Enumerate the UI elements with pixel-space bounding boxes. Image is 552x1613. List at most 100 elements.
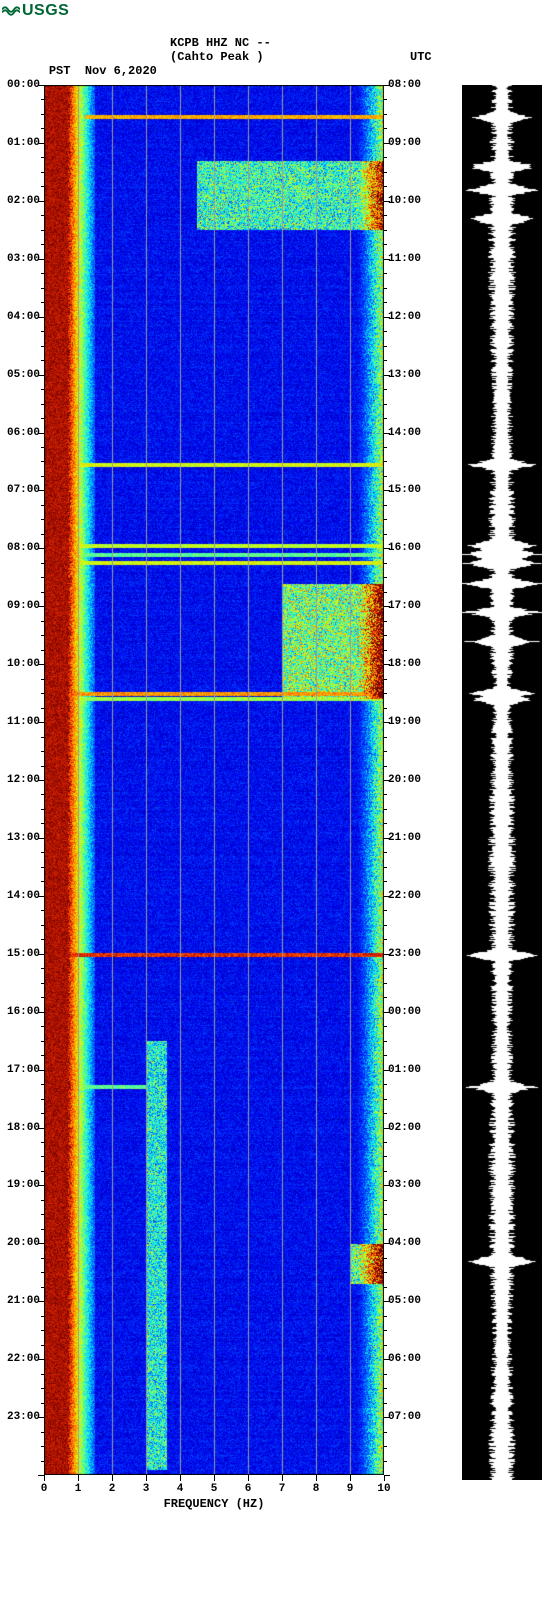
- y-left-tick: [38, 1185, 44, 1186]
- y-right-label: 14:00: [388, 427, 421, 439]
- y-right-minor-tick: [384, 751, 387, 752]
- y-right-label: 16:00: [388, 542, 421, 554]
- y-right-minor-tick: [384, 1142, 387, 1143]
- y-right-tick: [384, 317, 390, 318]
- date-label: Nov 6,2020: [85, 64, 157, 78]
- y-right-label: 21:00: [388, 832, 421, 844]
- y-left-tick: [38, 490, 44, 491]
- y-right-minor-tick: [384, 418, 387, 419]
- y-right-minor-tick: [384, 505, 387, 506]
- y-right-minor-tick: [384, 1200, 387, 1201]
- y-right-minor-tick: [384, 360, 387, 361]
- y-right-minor-tick: [384, 288, 387, 289]
- y-right-minor-tick: [384, 128, 387, 129]
- y-left-minor-tick: [41, 302, 44, 303]
- y-left-minor-tick: [41, 679, 44, 680]
- y-left-label: 13:00: [7, 832, 40, 844]
- amplitude-strip: [462, 85, 542, 1480]
- y-left-minor-tick: [41, 128, 44, 129]
- y-right-label: 00:00: [388, 1006, 421, 1018]
- y-right-minor-tick: [384, 794, 387, 795]
- station-id: KCPB HHZ NC --: [170, 36, 271, 50]
- y-left-minor-tick: [41, 968, 44, 969]
- y-right-tick: [384, 548, 390, 549]
- y-right-tick: [384, 490, 390, 491]
- x-tick-label: 8: [313, 1483, 320, 1495]
- y-right-tick: [384, 896, 390, 897]
- y-right-minor-tick: [384, 968, 387, 969]
- y-left-label: 17:00: [7, 1064, 40, 1076]
- y-right-tick: [384, 664, 390, 665]
- x-tick-label: 9: [347, 1483, 354, 1495]
- y-left-minor-tick: [41, 708, 44, 709]
- y-left-minor-tick: [41, 1432, 44, 1433]
- y-left-minor-tick: [41, 577, 44, 578]
- y-left-minor-tick: [41, 534, 44, 535]
- spectrogram-plot: [44, 85, 384, 1475]
- y-left-minor-tick: [41, 418, 44, 419]
- y-left-minor-tick: [41, 997, 44, 998]
- y-right-tick: [384, 375, 390, 376]
- y-right-minor-tick: [384, 867, 387, 868]
- y-left-minor-tick: [41, 447, 44, 448]
- y-right-label: 12:00: [388, 311, 421, 323]
- y-right-tick: [384, 1070, 390, 1071]
- y-left-minor-tick: [41, 1446, 44, 1447]
- y-left-tick: [38, 1070, 44, 1071]
- y-right-minor-tick: [384, 273, 387, 274]
- y-right-minor-tick: [384, 346, 387, 347]
- y-left-minor-tick: [41, 288, 44, 289]
- y-right-tick: [384, 143, 390, 144]
- y-right-tick: [384, 1359, 390, 1360]
- y-right-minor-tick: [384, 1461, 387, 1462]
- x-tick-label: 0: [41, 1483, 48, 1495]
- y-left-minor-tick: [41, 809, 44, 810]
- y-left-label: 01:00: [7, 137, 40, 149]
- y-left-minor-tick: [41, 1026, 44, 1027]
- y-right-label: 15:00: [388, 484, 421, 496]
- y-left-minor-tick: [41, 476, 44, 477]
- y-left-minor-tick: [41, 1055, 44, 1056]
- y-right-label: 22:00: [388, 890, 421, 902]
- y-right-minor-tick: [384, 230, 387, 231]
- y-left-minor-tick: [41, 1142, 44, 1143]
- y-right-minor-tick: [384, 389, 387, 390]
- y-right-minor-tick: [384, 852, 387, 853]
- y-left-minor-tick: [41, 215, 44, 216]
- spectrogram-canvas: [44, 85, 384, 1475]
- y-left-minor-tick: [41, 186, 44, 187]
- y-right-minor-tick: [384, 1214, 387, 1215]
- y-left-minor-tick: [41, 346, 44, 347]
- x-tick: [180, 1475, 181, 1481]
- y-axis-right: 08:0009:0010:0011:0012:0013:0014:0015:00…: [384, 85, 454, 1475]
- y-left-minor-tick: [41, 244, 44, 245]
- y-left-label: 23:00: [7, 1411, 40, 1423]
- y-axis-left: 00:0001:0002:0003:0004:0005:0006:0007:00…: [0, 85, 44, 1475]
- y-left-minor-tick: [41, 157, 44, 158]
- y-left-label: 18:00: [7, 1122, 40, 1134]
- y-left-minor-tick: [41, 273, 44, 274]
- y-right-tick: [384, 722, 390, 723]
- y-left-minor-tick: [41, 823, 44, 824]
- y-right-minor-tick: [384, 925, 387, 926]
- y-right-tick: [384, 433, 390, 434]
- y-right-minor-tick: [384, 1388, 387, 1389]
- y-right-label: 03:00: [388, 1179, 421, 1191]
- y-left-minor-tick: [41, 1287, 44, 1288]
- x-tick-label: 5: [211, 1483, 218, 1495]
- x-tick-label: 3: [143, 1483, 150, 1495]
- y-right-minor-tick: [384, 172, 387, 173]
- y-right-minor-tick: [384, 1403, 387, 1404]
- y-left-label: 07:00: [7, 484, 40, 496]
- y-left-minor-tick: [41, 1200, 44, 1201]
- y-right-label: 11:00: [388, 253, 421, 265]
- page: USGS KCPB HHZ NC -- PST Nov 6,2020 (Caht…: [0, 0, 552, 1613]
- y-left-label: 12:00: [7, 774, 40, 786]
- y-right-minor-tick: [384, 1041, 387, 1042]
- y-right-minor-tick: [384, 1229, 387, 1230]
- y-right-minor-tick: [384, 1055, 387, 1056]
- y-right-minor-tick: [384, 1171, 387, 1172]
- y-left-label: 05:00: [7, 369, 40, 381]
- y-left-minor-tick: [41, 621, 44, 622]
- y-right-minor-tick: [384, 1432, 387, 1433]
